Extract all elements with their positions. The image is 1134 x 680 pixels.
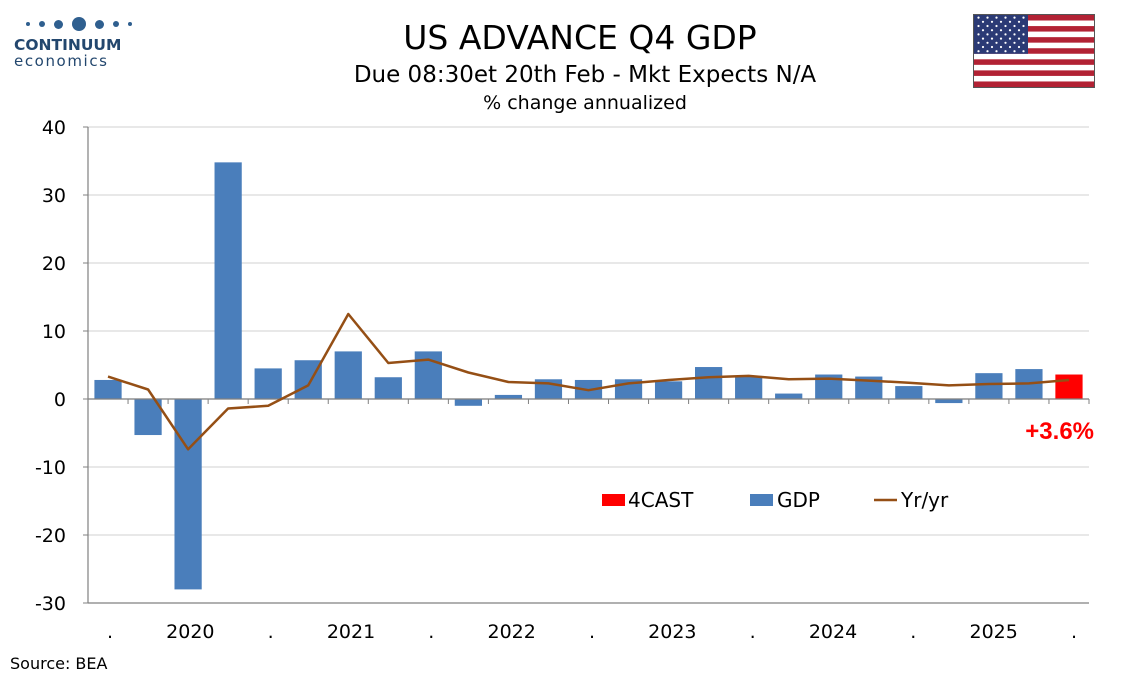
yoy-line xyxy=(107,312,1070,451)
logo-subname: economics xyxy=(14,52,109,70)
gdp-bar xyxy=(374,377,402,399)
chart-subtitle: Due 08:30et 20th Feb - Mkt Expects N/A xyxy=(353,62,817,88)
forecast-annotation: +3.6% xyxy=(1025,418,1094,445)
legend-label: Yr/yr xyxy=(900,488,949,512)
gdp-bar xyxy=(895,386,923,399)
x-tick-label: . xyxy=(589,621,595,643)
x-tick-label: . xyxy=(107,621,113,643)
x-tick-label: . xyxy=(428,621,434,643)
legend-swatch xyxy=(750,494,773,506)
gdp-bar xyxy=(935,399,963,404)
y-tick-label: 20 xyxy=(42,253,66,275)
logo-name: CONTINUUM xyxy=(14,36,122,54)
y-tick-label: -30 xyxy=(35,593,66,615)
y-tick-label: -10 xyxy=(35,457,66,479)
x-tick-label: 2020 xyxy=(166,621,214,643)
gdp-bar xyxy=(975,373,1003,399)
legend-swatch xyxy=(602,494,625,506)
x-tick-label: . xyxy=(750,621,756,643)
source-note: Source: BEA xyxy=(10,654,108,673)
legend-label: 4CAST xyxy=(628,488,694,512)
continuum-logo: CONTINUUM economics xyxy=(14,14,134,70)
gdp-bar xyxy=(775,393,803,399)
y-tick-label: -20 xyxy=(35,525,66,547)
gdp-bar xyxy=(735,375,763,399)
gdp-bar xyxy=(174,399,202,590)
gdp-bar xyxy=(214,162,242,399)
gdp-bar xyxy=(454,399,482,406)
x-tick-label: 2023 xyxy=(648,621,696,643)
gdp-bar xyxy=(254,368,282,399)
x-tick-label: 2022 xyxy=(487,621,535,643)
gdp-bar xyxy=(695,367,723,399)
x-tick-label: . xyxy=(910,621,916,643)
x-tick-label: . xyxy=(268,621,274,643)
gdp-bar xyxy=(94,379,122,399)
chart-title: US ADVANCE Q4 GDP xyxy=(403,18,757,57)
x-tick-label: . xyxy=(1071,621,1077,643)
y-tick-label: 40 xyxy=(42,117,66,139)
y-tick-label: 30 xyxy=(42,185,66,207)
us-flag-icon xyxy=(973,14,1095,88)
gdp-bar xyxy=(494,394,523,399)
logo-dots xyxy=(26,14,134,34)
gdp-bar xyxy=(334,351,362,399)
x-tick-label: 2021 xyxy=(327,621,375,643)
forecast-bar xyxy=(1055,374,1083,399)
x-tick-label: 2024 xyxy=(809,621,857,643)
y-tick-label: 0 xyxy=(54,389,66,411)
chart-units: % change annualized xyxy=(483,92,687,114)
y-tick-label: 10 xyxy=(42,321,66,343)
gdp-bar xyxy=(654,381,683,399)
legend-label: GDP xyxy=(777,488,820,512)
x-tick-label: 2025 xyxy=(969,621,1017,643)
